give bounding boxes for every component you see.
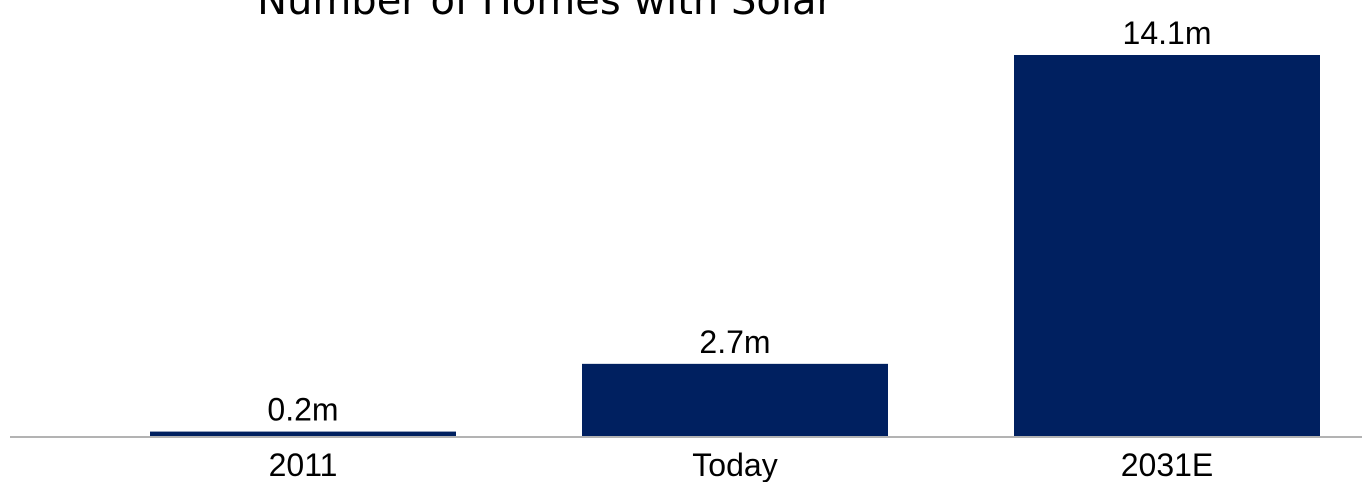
chart-title: Number of Homes with Solar (257, 0, 833, 24)
bar-2011 (150, 431, 456, 437)
x-tick-label-today: Today (692, 447, 777, 482)
labels-layer: 0.2m 2011 2.7m Today 14.1m 2031E (267, 15, 1213, 482)
bar-today (582, 363, 888, 437)
x-tick-label-2011: 2011 (269, 447, 338, 482)
x-tick-label-2031e: 2031E (1121, 447, 1214, 482)
value-label-2031e: 14.1m (1123, 15, 1212, 51)
bar-2031e (1014, 55, 1320, 437)
value-label-2011: 0.2m (267, 392, 338, 428)
bars-layer (150, 55, 1320, 437)
value-label-today: 2.7m (699, 324, 770, 360)
